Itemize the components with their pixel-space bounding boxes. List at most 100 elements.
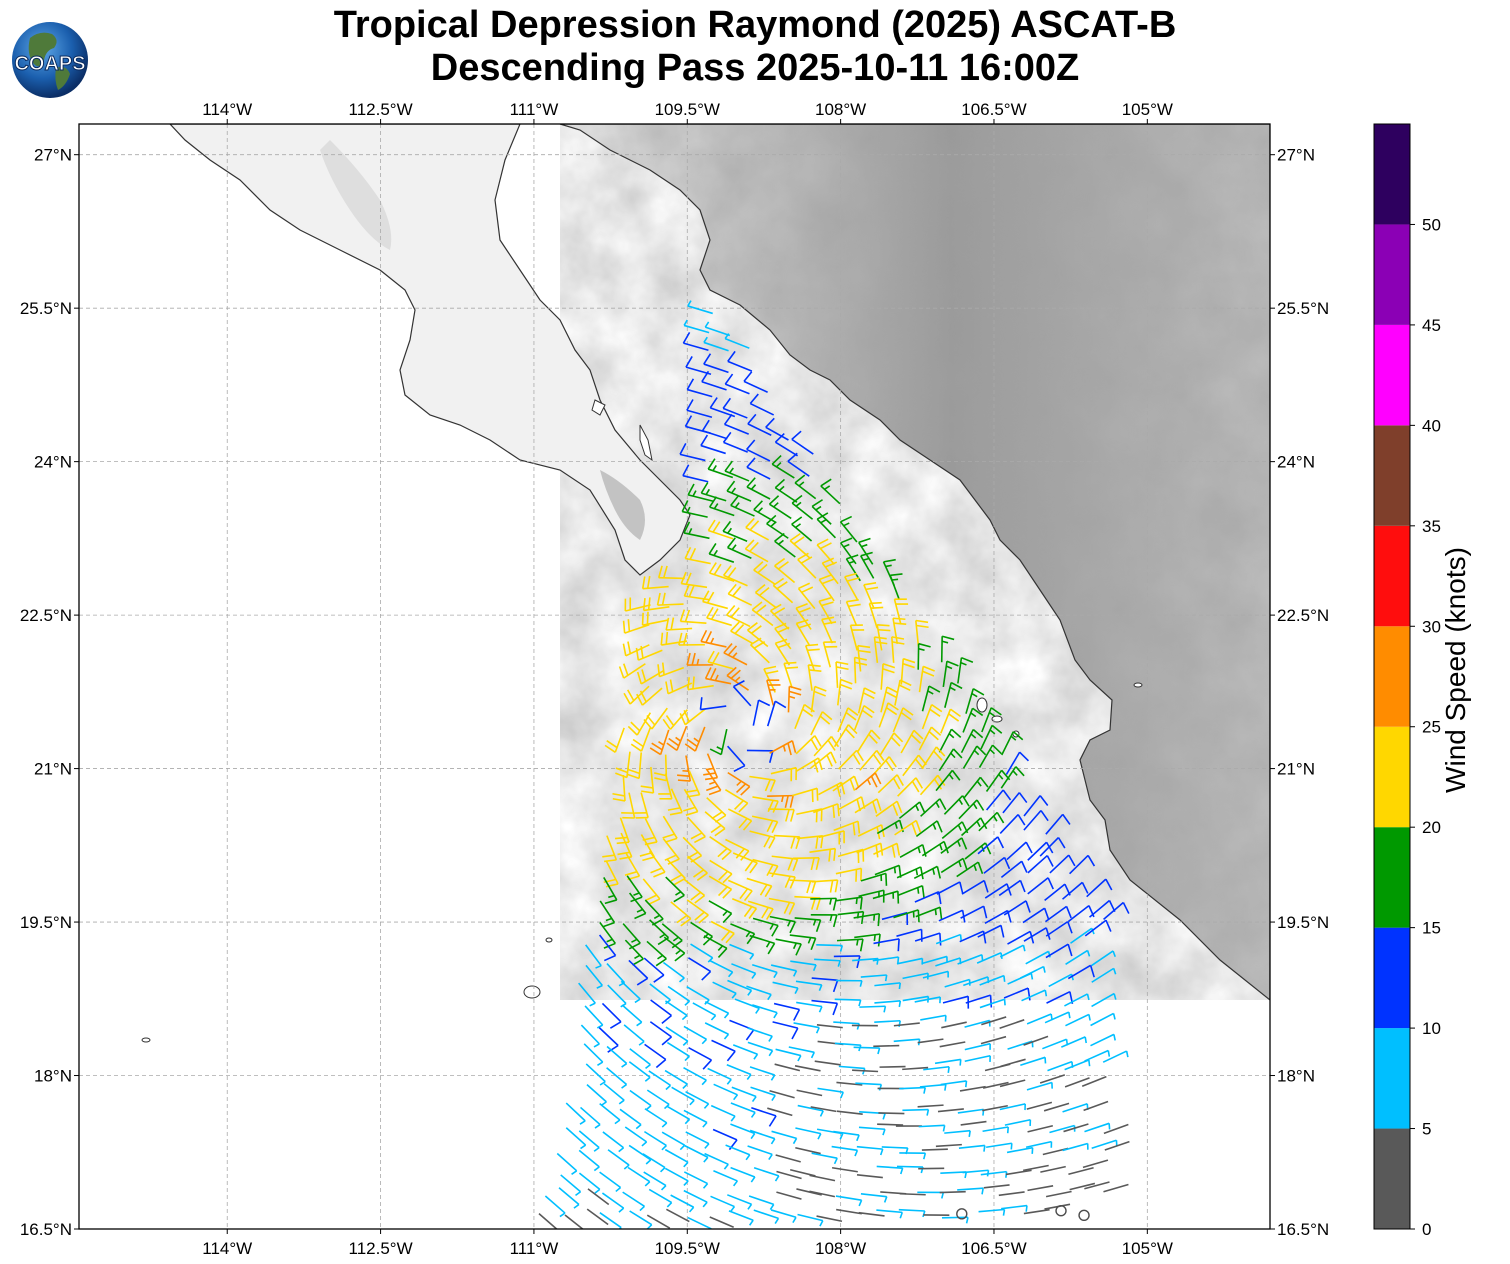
wind-barb — [921, 685, 941, 712]
wind-barb — [708, 900, 733, 924]
wind-barb — [726, 666, 749, 691]
wind-barb — [839, 515, 858, 543]
wind-barb — [859, 1005, 887, 1013]
wind-barb — [868, 601, 884, 629]
wind-barb — [1027, 841, 1054, 861]
wind-barb — [768, 897, 796, 915]
axis-labels: 114°W 114°W 112.5°W 112.5°W 111°W 111°W 109.5°… — [20, 100, 1329, 1258]
colorbar-bin — [1374, 827, 1410, 928]
lon-tick-label-bottom: 108°W — [815, 1239, 866, 1258]
coaps-logo-icon: COAPS — [12, 22, 88, 98]
colorbar-bin — [1374, 224, 1410, 325]
wind-barb — [956, 1208, 968, 1220]
wind-barb — [982, 1104, 1008, 1112]
wind-barb — [727, 808, 753, 831]
wind-barb — [876, 1209, 904, 1219]
wind-barb — [980, 724, 1003, 750]
wind-barb — [703, 935, 728, 958]
wind-barb — [899, 1086, 926, 1094]
wind-barb — [794, 917, 822, 933]
wind-barb — [745, 517, 770, 541]
wind-barb — [683, 584, 711, 601]
wind-barb — [813, 735, 840, 757]
wind-barb — [1023, 795, 1049, 817]
wind-barb — [797, 552, 817, 579]
wind-barb — [664, 1069, 688, 1089]
wind-barb — [599, 922, 616, 949]
wind-barb — [1027, 854, 1054, 874]
wind-barb — [677, 755, 692, 782]
wind-barb — [1045, 943, 1073, 959]
wind-barb — [1043, 1102, 1070, 1112]
wind-barb — [684, 1144, 709, 1163]
wind-barb — [944, 681, 963, 708]
wind-barb — [765, 417, 789, 441]
wind-barb — [999, 944, 1026, 958]
wind-barb — [892, 617, 907, 645]
wind-barb — [683, 1025, 708, 1045]
wind-barb — [599, 1171, 622, 1193]
wind-barb — [1027, 1185, 1054, 1192]
wind-barb — [713, 1083, 739, 1101]
wind-barb — [944, 1129, 971, 1137]
colorbar-bin — [1374, 124, 1410, 225]
wind-barb — [730, 1123, 756, 1140]
wind-barb — [727, 1194, 753, 1210]
wind-barb — [578, 982, 596, 1007]
wind-barb — [603, 1083, 625, 1105]
wind-barb — [1000, 860, 1028, 879]
wind-barb — [700, 482, 727, 502]
wind-barb — [880, 663, 896, 690]
wind-barb — [983, 1184, 1010, 1189]
wind-barb — [670, 901, 692, 927]
wind-barb — [703, 753, 719, 781]
wind-barb — [787, 452, 810, 477]
wind-barb — [769, 915, 797, 934]
wind-barb — [687, 300, 713, 315]
wind-barb — [656, 592, 684, 606]
wind-barb — [940, 635, 955, 663]
wind-barb — [731, 1086, 757, 1103]
wind-barb — [771, 1130, 798, 1145]
wind-barb — [749, 934, 776, 955]
wind-barb — [860, 1193, 888, 1203]
chart-title: Tropical Depression Raymond (2025) ASCAT… — [0, 4, 1510, 90]
wind-barb — [1045, 1190, 1072, 1198]
wind-barb — [1064, 993, 1090, 1007]
wind-barb — [1049, 854, 1076, 874]
wind-barb — [791, 430, 814, 455]
wind-barb — [709, 859, 733, 884]
wind-barb — [727, 879, 753, 902]
wind-barb — [1084, 1122, 1111, 1133]
wind-barb — [942, 660, 959, 688]
lat-tick-label-right: 18°N — [1277, 1067, 1315, 1086]
wind-barb — [701, 370, 727, 391]
wind-barb — [835, 979, 863, 987]
wind-barb — [962, 707, 984, 733]
wind-barb — [772, 577, 794, 604]
wind-barb — [766, 700, 787, 727]
wind-barb — [845, 599, 861, 626]
wind-barb — [683, 319, 710, 334]
wind-barb — [727, 771, 751, 796]
wind-barb — [935, 1143, 962, 1148]
wind-barb — [1020, 1056, 1047, 1067]
wind-barb — [746, 457, 771, 480]
wind-barb — [917, 642, 931, 670]
wind-barb — [1091, 992, 1117, 1008]
wind-barb — [935, 933, 963, 945]
wind-barb — [796, 1089, 823, 1097]
colorbar-bin — [1374, 927, 1410, 1029]
wind-barb — [729, 943, 755, 960]
wind-barb — [998, 1191, 1025, 1197]
wind-barb — [920, 798, 947, 817]
wind-barb — [538, 1213, 558, 1229]
wind-barb — [732, 1044, 759, 1060]
wind-barb — [666, 858, 686, 886]
wind-barb — [646, 1089, 670, 1110]
wind-barb — [622, 619, 650, 634]
wind-barb — [898, 1208, 926, 1218]
wind-barb — [1061, 1036, 1087, 1048]
wind-barb — [661, 923, 683, 949]
wind-barb — [1091, 950, 1116, 967]
